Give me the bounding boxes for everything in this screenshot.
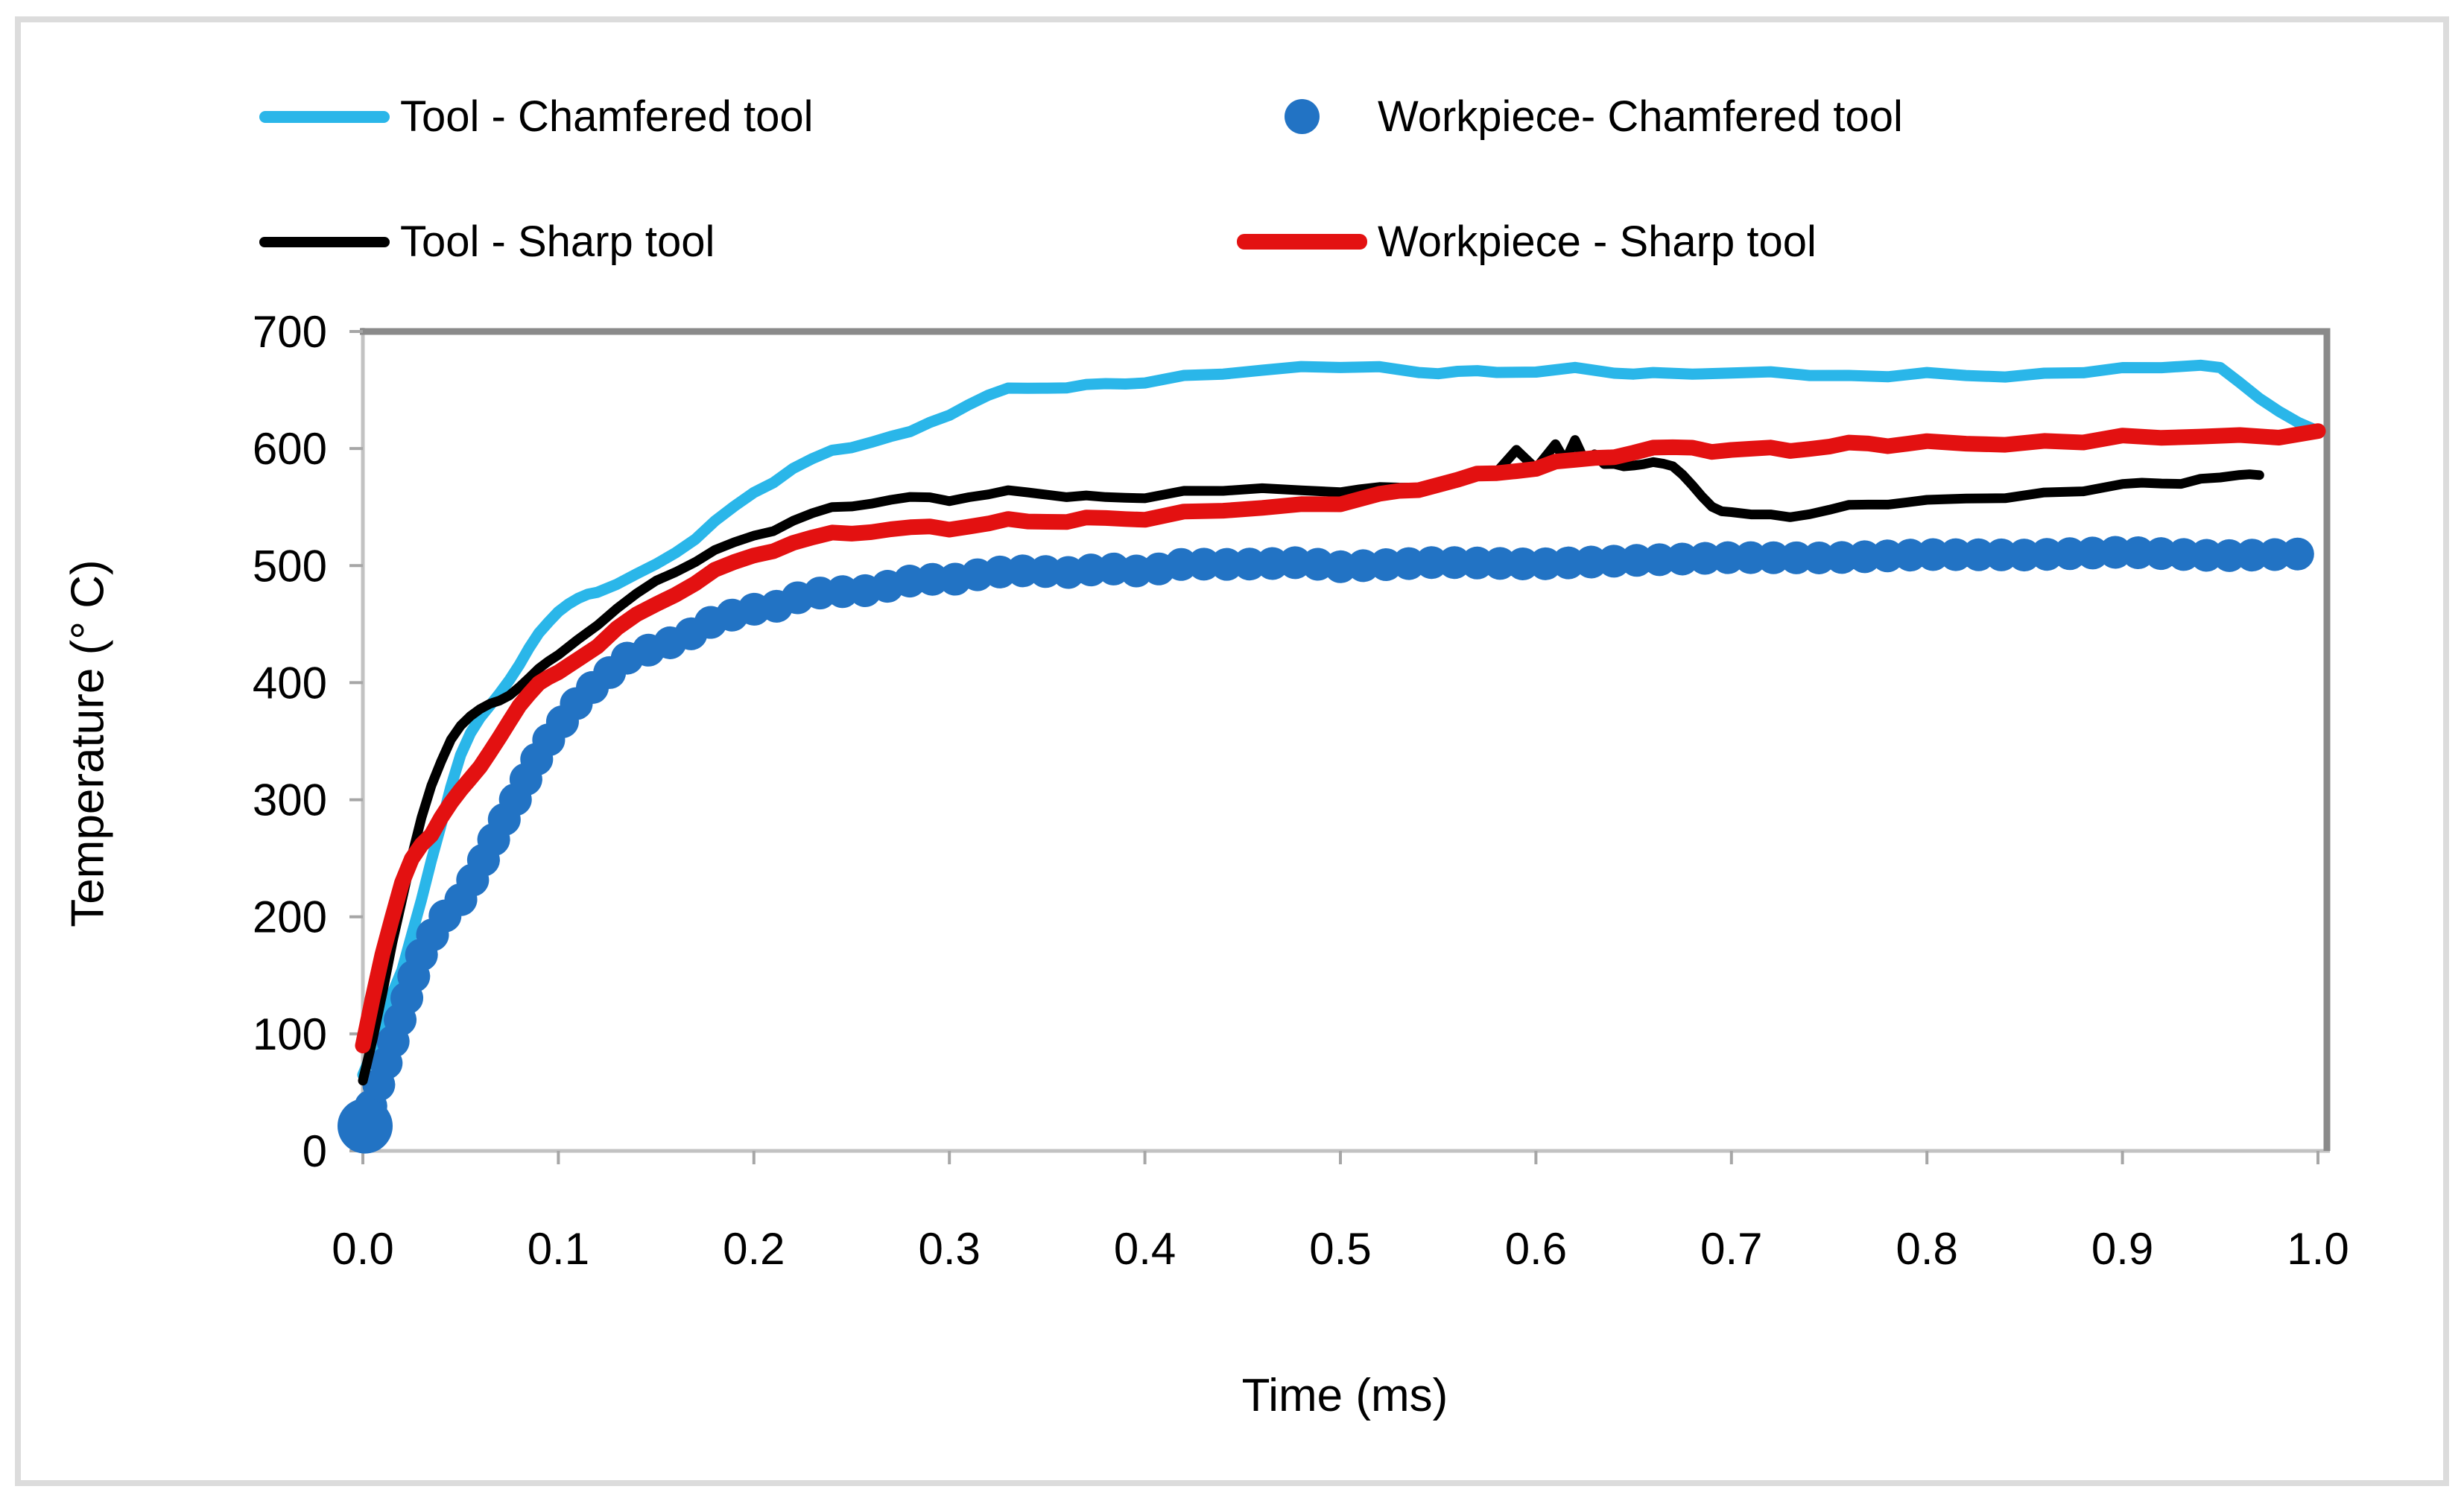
legend-line-swatch-black [259,236,390,247]
y-tick-label-0: 0 [303,1126,327,1176]
legend-item-workpiece-sharp: Workpiece - Sharp tool [1237,218,1817,266]
series-workpiece-sharp [355,423,2326,1054]
x-axis-title: Time (ms) [1241,1370,1448,1421]
series-tool-chamfered [357,359,2324,1081]
y-tick-label-6: 600 [253,424,327,474]
x-tick-label-10: 1.0 [2287,1224,2349,1274]
legend-item-workpiece-chamfered: Workpiece- Chamfered tool [1237,93,1903,141]
legend-dot-swatch-blue [1285,99,1320,135]
x-tick-label-6: 0.6 [1505,1224,1567,1274]
x-tick-label-9: 0.9 [2091,1224,2153,1274]
legend-marker-box [1237,99,1367,135]
series-start-dot [338,1098,393,1154]
x-tick-label-7: 0.7 [1700,1224,1762,1274]
legend-item-tool-sharp: Tool - Sharp tool [259,218,715,266]
y-tick-label-4: 400 [253,658,327,708]
x-tick-label-2: 0.2 [723,1224,785,1274]
figure-frame [15,16,2449,1486]
y-tick-label-5: 500 [253,541,327,591]
x-tick-label-1: 0.1 [528,1224,589,1274]
legend-label: Workpiece- Chamfered tool [1378,92,1903,141]
x-tick-label-8: 0.8 [1895,1224,1957,1274]
x-tick-label-3: 0.3 [918,1224,980,1274]
legend-label: Workpiece - Sharp tool [1378,218,1817,266]
legend-line-swatch-red [1237,234,1367,250]
y-tick-label-7: 700 [253,307,327,357]
plot-frame [360,328,2331,1151]
legend-item-tool-chamfered: Tool - Chamfered tool [259,93,813,141]
y-tick-label-1: 100 [253,1009,327,1059]
series-workpiece-chamfered [346,536,2334,1144]
series-tool-sharp [358,435,2264,1086]
legend-label: Tool - Sharp tool [400,218,715,266]
y-axis-title: Temperature (° C) [62,559,114,927]
legend-label: Tool - Chamfered tool [400,92,814,141]
y-tick-label-3: 300 [253,775,327,825]
axis-lines [361,328,2330,1153]
legend-line-swatch-cyan [259,110,390,123]
x-tick-label-4: 0.4 [1114,1224,1176,1274]
x-tick-label-0: 0.0 [332,1224,393,1274]
x-tick-label-5: 0.5 [1309,1224,1371,1274]
y-tick-label-2: 200 [253,892,327,942]
